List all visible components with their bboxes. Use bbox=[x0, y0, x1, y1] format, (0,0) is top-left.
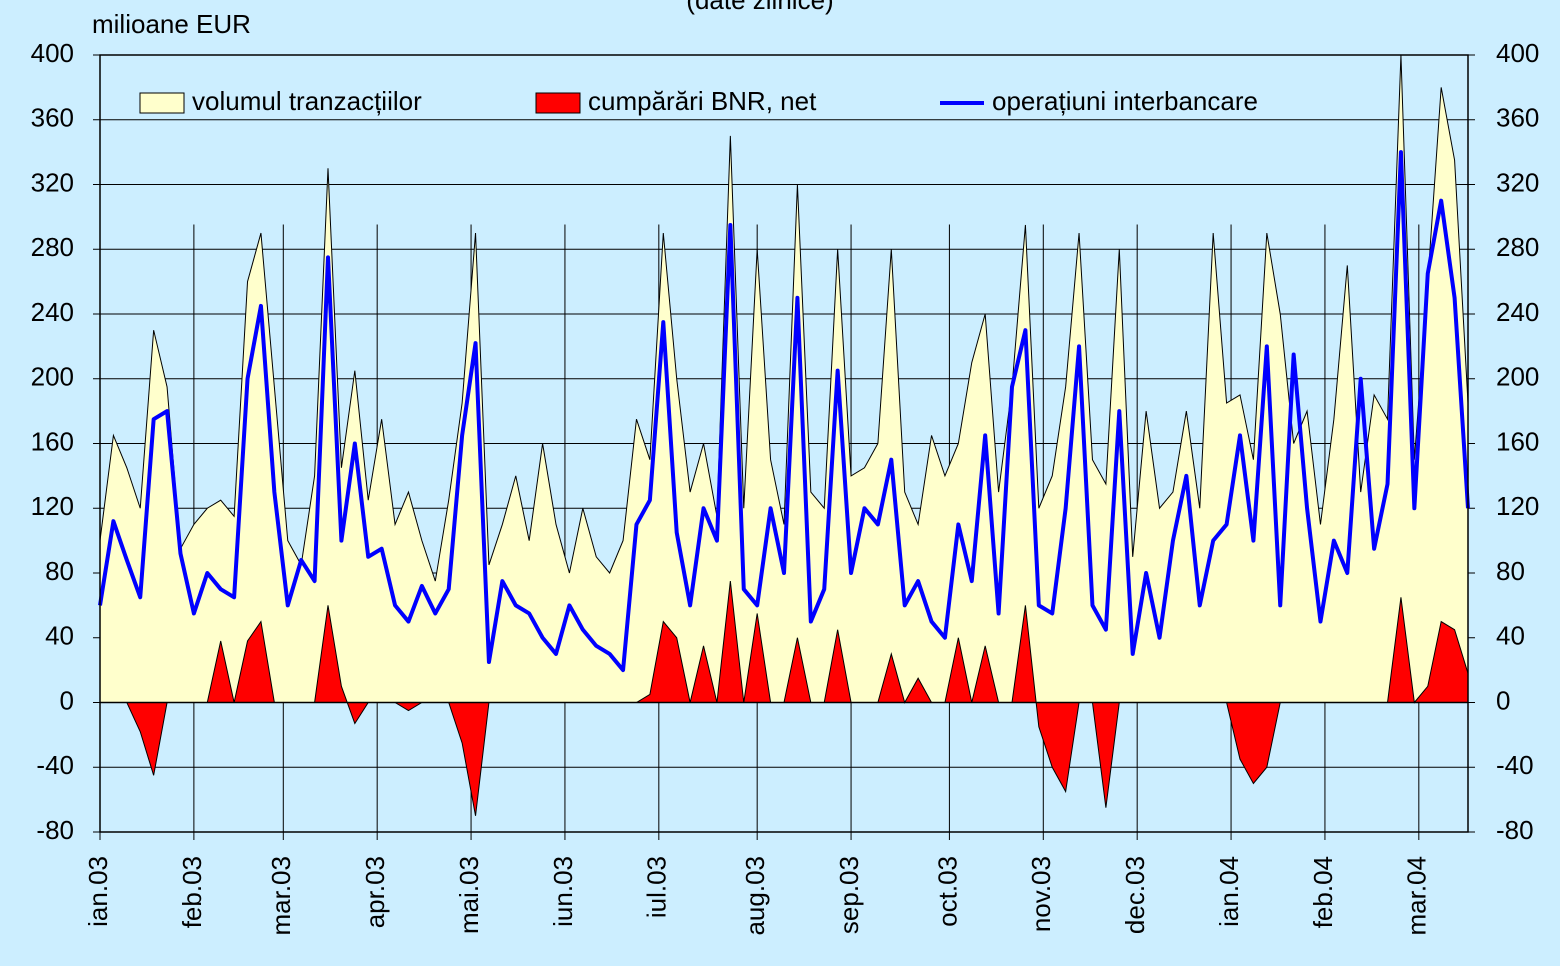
y-tick-label: 280 bbox=[31, 232, 74, 262]
y2-tick-label: 160 bbox=[1496, 426, 1539, 456]
line bbox=[98, 150, 1470, 673]
legend-swatch bbox=[535, 92, 581, 114]
legend-label: cumpărări BNR, net bbox=[588, 86, 817, 116]
y-tick-label: 40 bbox=[45, 621, 74, 651]
legend-label: operațiuni interbancare bbox=[992, 86, 1258, 116]
x-tick-label: aug.03 bbox=[740, 856, 770, 936]
y2-tick-label: 80 bbox=[1496, 556, 1525, 586]
y2-tick-label: 40 bbox=[1496, 621, 1525, 651]
x-tick-label: mar.04 bbox=[1402, 856, 1432, 936]
legend-label: volumul tranzacțiilor bbox=[192, 86, 422, 116]
y-tick-label: 200 bbox=[31, 362, 74, 392]
legend: volumul tranzacțiilor cumpărări BNR, net o… bbox=[139, 86, 1258, 116]
y2-tick-label: 120 bbox=[1496, 491, 1539, 521]
y2-tick-label: 360 bbox=[1496, 103, 1539, 133]
y-tick-label: 360 bbox=[31, 103, 74, 133]
x-tick-label: feb.03 bbox=[177, 856, 207, 928]
x-tick-label: iun.03 bbox=[548, 856, 578, 927]
x-tick-label: dec.03 bbox=[1120, 856, 1150, 934]
y-tick-label: 320 bbox=[31, 167, 74, 197]
x-tick-label: ian.04 bbox=[1214, 856, 1244, 927]
y2-tick-label: 320 bbox=[1496, 167, 1539, 197]
chart-subtitle: (date zilnice) bbox=[686, 0, 833, 15]
x-tick-label: iul.03 bbox=[642, 856, 672, 918]
x-tick-label: mar.03 bbox=[266, 856, 296, 936]
y-tick-label: -80 bbox=[36, 815, 74, 845]
y-tick-label: 240 bbox=[31, 297, 74, 327]
y2-tick-label: -40 bbox=[1496, 750, 1534, 780]
y-tick-label: 160 bbox=[31, 426, 74, 456]
x-tick-label: ian.03 bbox=[83, 856, 113, 927]
legend-swatch bbox=[139, 92, 185, 114]
y-axis-label: milioane EUR bbox=[92, 9, 251, 39]
area bbox=[100, 581, 1469, 816]
x-tick-label: mai.03 bbox=[454, 856, 484, 934]
y2-tick-label: 200 bbox=[1496, 362, 1539, 392]
y2-tick-label: -80 bbox=[1496, 815, 1534, 845]
plot-frame bbox=[99, 54, 1469, 833]
y-tick-label: 80 bbox=[45, 556, 74, 586]
y-tick-label: 400 bbox=[31, 38, 74, 68]
y-tick-label: -40 bbox=[36, 750, 74, 780]
x-tick-label: feb.04 bbox=[1308, 856, 1338, 928]
x-tick-label: nov.03 bbox=[1026, 856, 1056, 932]
y2-tick-label: 0 bbox=[1496, 685, 1510, 715]
y2-tick-label: 400 bbox=[1496, 38, 1539, 68]
x-tick-label: oct.03 bbox=[932, 856, 962, 927]
x-tick-label: apr.03 bbox=[360, 856, 390, 928]
x-tick-label: sep.03 bbox=[834, 856, 864, 934]
y-tick-label: 0 bbox=[60, 685, 74, 715]
y2-tick-label: 280 bbox=[1496, 232, 1539, 262]
y-tick-label: 120 bbox=[31, 491, 74, 521]
y2-tick-label: 240 bbox=[1496, 297, 1539, 327]
